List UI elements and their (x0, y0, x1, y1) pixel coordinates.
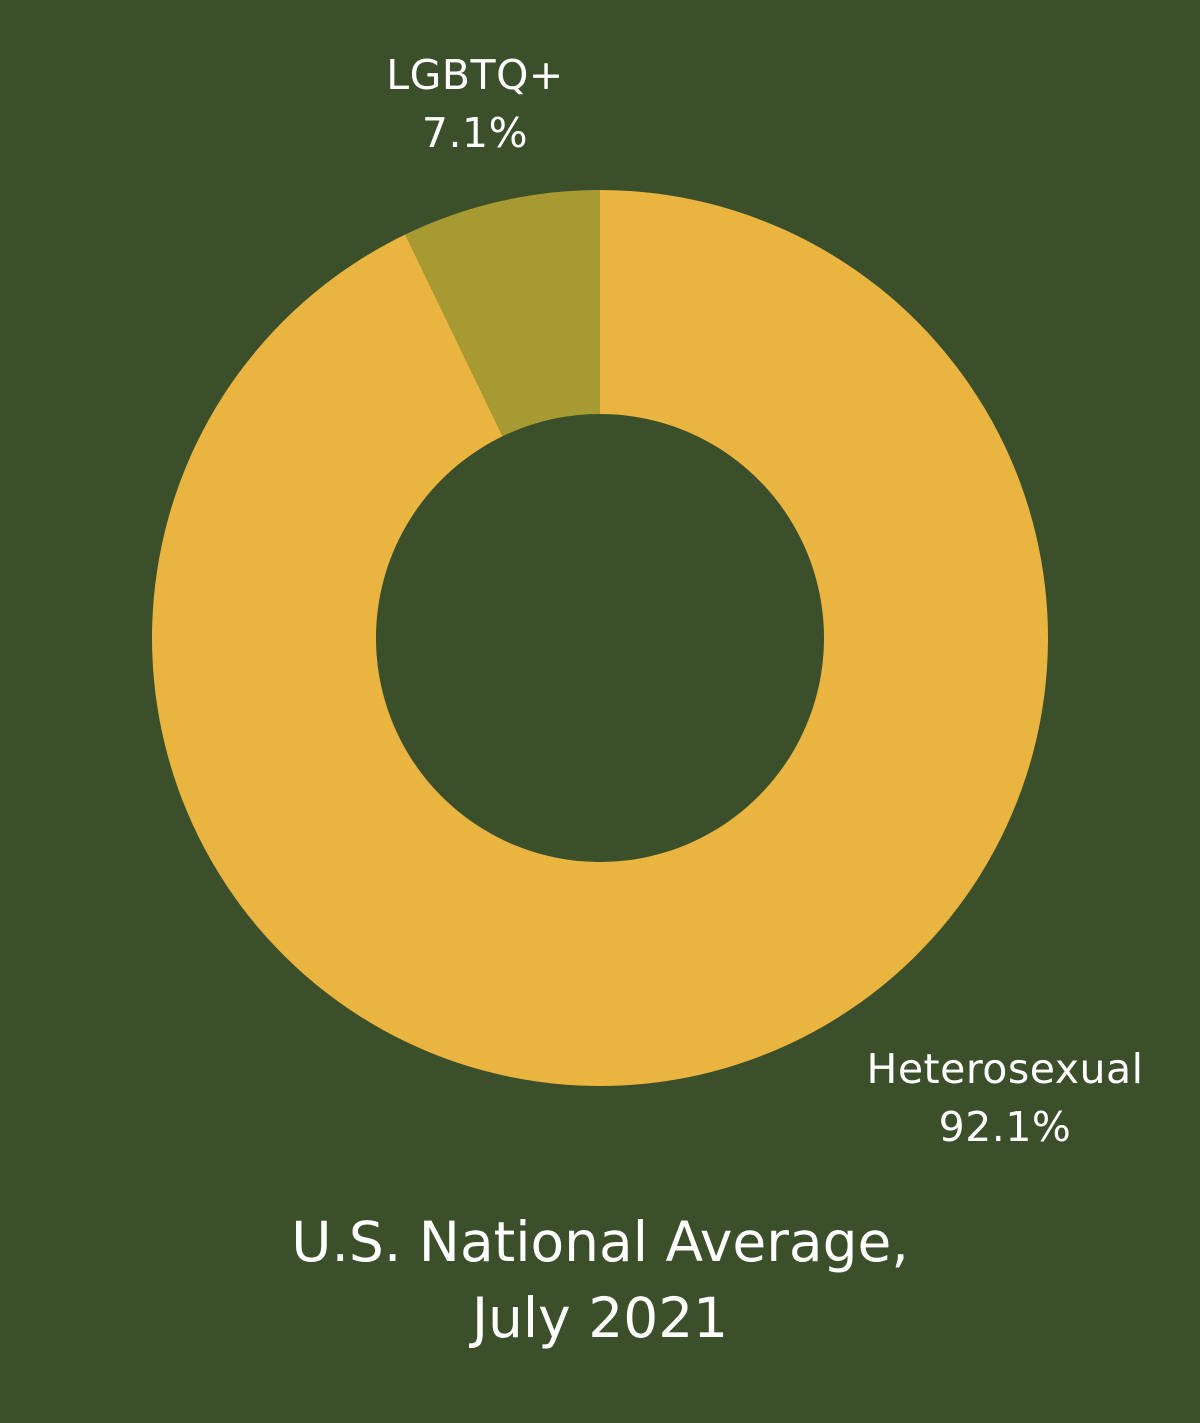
slice-label-heterosexual-value: 92.1% (938, 1103, 1072, 1151)
slices-group (151, 190, 1048, 1086)
slice-label-lgbtq-name: LGBTQ+ (386, 51, 564, 99)
slice-label-heterosexual: Heterosexual 92.1% (840, 1040, 1170, 1156)
chart-title-line-2: July 2021 (471, 1286, 729, 1350)
chart-title-line-1: U.S. National Average, (291, 1210, 909, 1274)
slice-label-lgbtq-value: 7.1% (421, 109, 529, 157)
slice-label-heterosexual-name: Heterosexual (866, 1045, 1144, 1093)
slice-lgbtq (405, 190, 600, 437)
slice-heterosexual (151, 190, 1048, 1086)
slice-label-lgbtq: LGBTQ+ 7.1% (370, 46, 580, 162)
chart-title: U.S. National Average, July 2021 (0, 1204, 1200, 1356)
